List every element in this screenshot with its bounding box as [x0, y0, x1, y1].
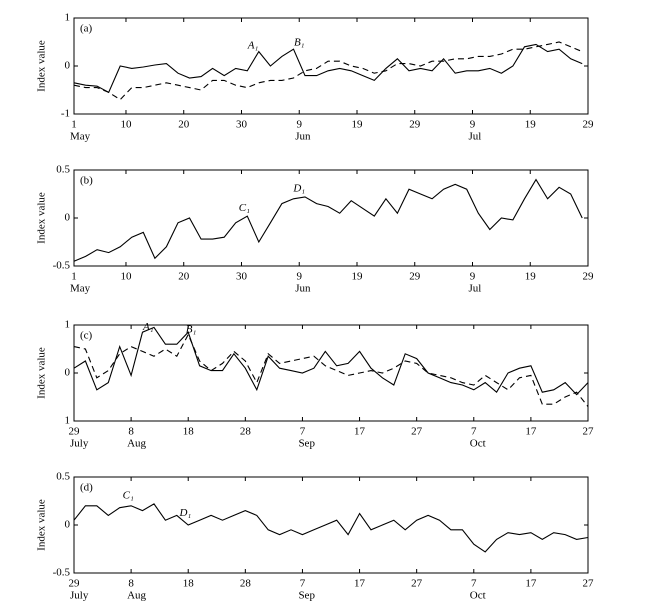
month-label: Jun: [295, 131, 311, 143]
month-label: May: [70, 283, 91, 295]
annotation: C₁: [239, 202, 250, 214]
panel-title: (a): [80, 23, 93, 35]
x-tick-label: 7: [300, 426, 306, 438]
series-line: [73, 43, 583, 94]
x-tick-label: 19: [351, 271, 363, 283]
y-tick-label: 0.5: [56, 164, 70, 176]
plot-frame: [73, 324, 589, 422]
month-label: Oct: [470, 590, 486, 602]
y-tick-label: 0: [65, 60, 71, 72]
x-tick-label: 7: [471, 578, 477, 590]
x-tick-label: 19: [351, 119, 363, 131]
x-tick-label: 27: [583, 426, 595, 438]
x-tick-label: 19: [525, 119, 537, 131]
plot-frame: [73, 169, 589, 267]
x-tick-label: 1: [71, 271, 77, 283]
x-tick-label: 1: [71, 119, 77, 131]
x-tick-label: 27: [411, 578, 423, 590]
series-line: [73, 333, 589, 407]
y-axis-label: Index value: [36, 40, 48, 92]
month-label: Jul: [468, 283, 481, 295]
y-axis-label: Index value: [36, 347, 48, 399]
y-tick-label: -0.5: [53, 260, 71, 272]
series-line: [73, 178, 583, 262]
x-tick-label: 19: [525, 271, 537, 283]
x-tick-label: 20: [178, 119, 190, 131]
annotation: C₁: [123, 490, 134, 502]
x-tick-label: 8: [128, 578, 134, 590]
month-label: Sep: [298, 438, 315, 450]
x-tick-label: 27: [411, 426, 423, 438]
panel-title: (d): [80, 482, 93, 494]
month-label: Oct: [470, 438, 486, 450]
y-axis-label: Index value: [36, 192, 48, 244]
y-tick-label: 1: [65, 415, 71, 427]
y-tick-label: 0.5: [56, 471, 70, 483]
y-tick-label: 0: [65, 519, 71, 531]
x-tick-label: 29: [409, 119, 421, 131]
annotation: D₁: [292, 183, 305, 195]
x-tick-label: 29: [69, 578, 81, 590]
annotation: B₁: [186, 323, 197, 335]
panel-title: (b): [80, 175, 93, 187]
y-tick-label: 1: [65, 12, 71, 24]
x-tick-label: 7: [471, 426, 477, 438]
x-tick-label: 18: [183, 426, 195, 438]
month-label: Jun: [295, 283, 311, 295]
x-tick-label: 27: [583, 578, 595, 590]
y-tick-label: -1: [61, 108, 70, 120]
x-tick-label: 29: [409, 271, 421, 283]
series-line: [73, 41, 583, 101]
series-line: [73, 326, 589, 396]
x-tick-label: 17: [525, 426, 537, 438]
y-tick-label: 1: [65, 319, 71, 331]
x-tick-label: 17: [354, 578, 366, 590]
x-tick-label: 9: [470, 119, 476, 131]
x-tick-label: 28: [240, 578, 252, 590]
y-axis-label: Index value: [36, 499, 48, 551]
annotation: D₁: [178, 507, 191, 519]
month-label: May: [70, 131, 91, 143]
annotation: B₁: [294, 36, 305, 48]
x-tick-label: 9: [296, 271, 302, 283]
x-tick-label: 29: [69, 426, 81, 438]
panel-title: (c): [80, 330, 93, 342]
x-tick-label: 29: [583, 271, 595, 283]
x-tick-label: 9: [296, 119, 302, 131]
x-tick-label: 10: [120, 271, 132, 283]
annotation: A₁: [142, 321, 154, 333]
y-tick-label: -0.5: [53, 567, 71, 579]
month-label: July: [70, 590, 89, 602]
x-tick-label: 28: [240, 426, 252, 438]
series-line: [73, 503, 589, 553]
month-label: Jul: [468, 131, 481, 143]
x-tick-label: 30: [236, 271, 248, 283]
x-tick-label: 9: [470, 271, 476, 283]
y-tick-label: 0: [65, 367, 71, 379]
annotation: A₁: [247, 39, 259, 51]
plot-frame: [73, 476, 589, 574]
x-tick-label: 8: [128, 426, 134, 438]
month-label: Aug: [127, 590, 146, 602]
x-tick-label: 18: [183, 578, 195, 590]
month-label: Sep: [298, 590, 315, 602]
x-tick-label: 7: [300, 578, 306, 590]
x-tick-label: 30: [236, 119, 248, 131]
month-label: July: [70, 438, 89, 450]
x-tick-label: 17: [525, 578, 537, 590]
x-tick-label: 17: [354, 426, 366, 438]
x-tick-label: 20: [178, 271, 190, 283]
x-tick-label: 10: [120, 119, 132, 131]
x-tick-label: 29: [583, 119, 595, 131]
month-label: Aug: [127, 438, 146, 450]
y-tick-label: 0: [65, 212, 71, 224]
